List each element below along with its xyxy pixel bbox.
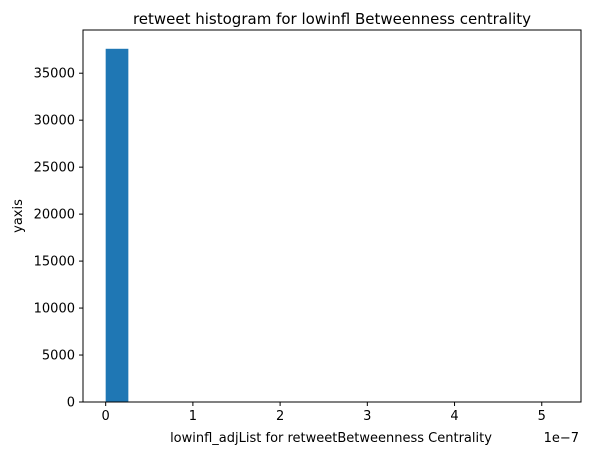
y-tick-label: 0 [67, 396, 75, 411]
histogram-bar [105, 48, 129, 403]
x-tick-label: 4 [450, 409, 458, 424]
x-axis-ticks: 0 1 2 3 4 5 [102, 402, 546, 424]
y-axis-label: yaxis [11, 199, 26, 233]
y-axis-ticks: 0 5000 10000 15000 20000 25000 30000 35000 [34, 67, 83, 411]
x-tick-label: 0 [102, 409, 110, 424]
plot-frame [82, 29, 582, 403]
chart-title: retweet histogram for lowinfl Betweennes… [133, 10, 531, 28]
x-tick-label: 5 [538, 409, 546, 424]
x-tick-label: 2 [276, 409, 284, 424]
bars [105, 48, 129, 403]
y-tick-label: 35000 [34, 67, 75, 82]
x-tick-label: 1 [189, 409, 197, 424]
x-tick-label: 3 [363, 409, 371, 424]
y-tick-label: 25000 [34, 161, 75, 176]
y-tick-label: 5000 [42, 349, 75, 364]
y-tick-label: 15000 [34, 255, 75, 270]
y-tick-label: 20000 [34, 208, 75, 223]
x-axis-offset-text: 1e−7 [544, 431, 579, 446]
y-tick-label: 10000 [34, 302, 75, 317]
x-axis-label: lowinfl_adjList for retweetBetweenness C… [170, 431, 492, 446]
y-tick-label: 30000 [34, 114, 75, 129]
